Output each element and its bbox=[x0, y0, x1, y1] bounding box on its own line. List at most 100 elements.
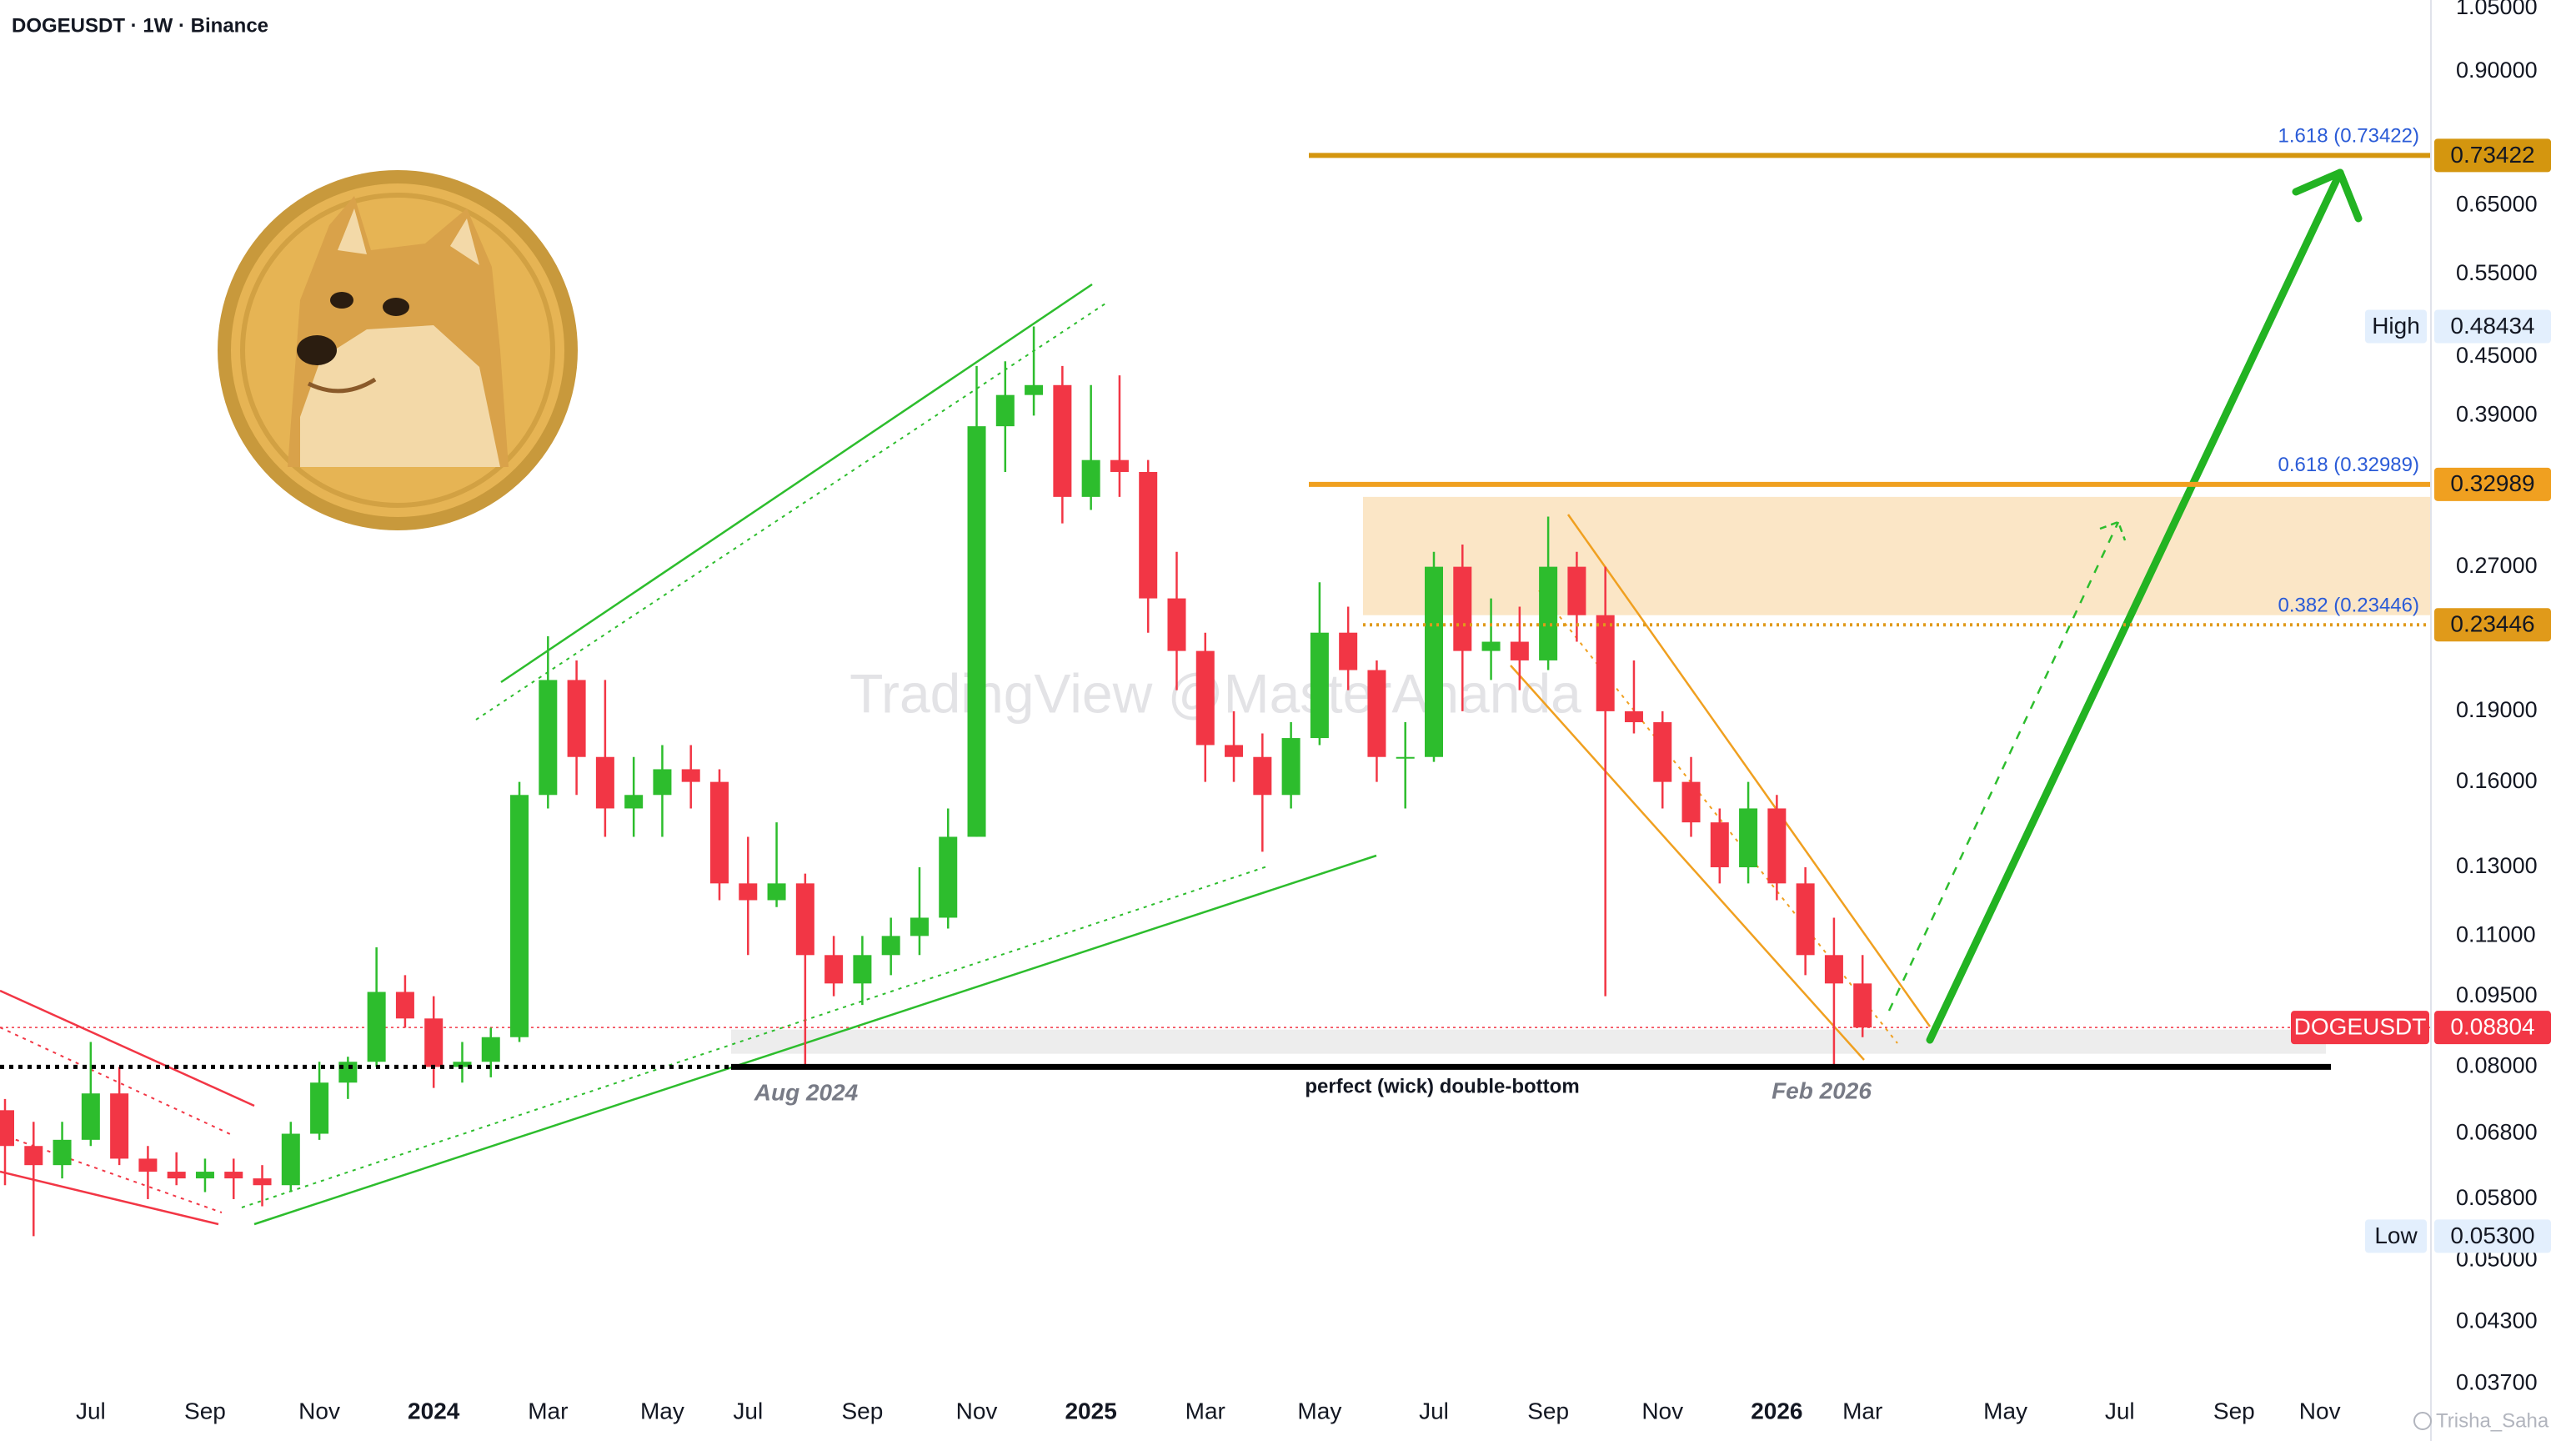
candle-body bbox=[0, 1110, 14, 1147]
candle-body bbox=[1767, 808, 1787, 884]
candle-body bbox=[1681, 781, 1701, 823]
candle-body bbox=[1339, 632, 1358, 670]
marker-name: Low bbox=[2374, 1223, 2418, 1248]
marker-value-box bbox=[2434, 1219, 2551, 1253]
price-tag: 0.23446 bbox=[2450, 611, 2534, 637]
candle-body bbox=[910, 917, 929, 936]
marker-value: 0.48434 bbox=[2450, 313, 2534, 339]
candle-body bbox=[424, 1018, 444, 1067]
y-tick-label: 0.45000 bbox=[2456, 343, 2538, 368]
marker-value-box bbox=[2434, 309, 2551, 344]
projection-arrow-head bbox=[2099, 520, 2127, 541]
y-tick-label: 0.65000 bbox=[2456, 192, 2538, 217]
candle-body bbox=[195, 1172, 214, 1179]
candle-body bbox=[1396, 756, 1415, 759]
y-tick-label: 0.39000 bbox=[2456, 401, 2538, 426]
candle-body bbox=[1624, 710, 1643, 723]
candle-body bbox=[1310, 632, 1329, 739]
zone bbox=[1363, 496, 2431, 615]
candle-body bbox=[1167, 598, 1186, 651]
candle-body bbox=[881, 936, 900, 956]
annotation: Aug 2024 bbox=[754, 1079, 859, 1105]
candle-body bbox=[853, 955, 872, 984]
symbol-tag: DOGEUSDT bbox=[2294, 1014, 2427, 1040]
candle-body bbox=[53, 1139, 72, 1166]
x-tick-label: Jul bbox=[2105, 1398, 2135, 1423]
price-tag-box bbox=[2434, 138, 2551, 173]
marker-name-box bbox=[2365, 1219, 2427, 1253]
candle-body bbox=[1510, 641, 1529, 660]
fib-label: 1.618 (0.73422) bbox=[2278, 125, 2419, 148]
x-tick-label: Mar bbox=[1842, 1398, 1882, 1423]
candle-body bbox=[681, 769, 700, 782]
x-tick-label: Sep bbox=[2213, 1398, 2255, 1423]
zone bbox=[731, 1029, 2326, 1054]
candle-body bbox=[1653, 722, 1672, 782]
dog-ear bbox=[338, 208, 367, 254]
y-tick-label: 0.08000 bbox=[2456, 1053, 2538, 1078]
x-tick-label: Sep bbox=[841, 1398, 883, 1423]
x-tick-label: Sep bbox=[184, 1398, 226, 1423]
y-tick-label: 0.13000 bbox=[2456, 853, 2538, 878]
price-tag: 0.32989 bbox=[2450, 470, 2534, 496]
dog-ear bbox=[450, 218, 479, 265]
x-tick-label: Jul bbox=[1419, 1398, 1449, 1423]
candle-body bbox=[824, 955, 844, 984]
candle-body bbox=[795, 883, 814, 956]
y-tick-label: 0.03700 bbox=[2456, 1370, 2538, 1395]
coin-ring bbox=[240, 193, 555, 508]
y-tick-label: 0.05800 bbox=[2456, 1185, 2538, 1210]
candle-body bbox=[81, 1093, 100, 1140]
front-layer: 1.618 (0.73422) 0.618 (0.32989) 0.382 (0.2… bbox=[0, 125, 2431, 1070]
candle-body bbox=[167, 1172, 186, 1179]
candle-body bbox=[1110, 459, 1129, 472]
channel-line bbox=[253, 854, 1377, 1226]
x-tick-label: Nov bbox=[1641, 1398, 1683, 1423]
dog-eye bbox=[383, 298, 409, 316]
credit-icon bbox=[2413, 1412, 2432, 1430]
trend-line bbox=[0, 989, 255, 1107]
candle-body bbox=[1481, 641, 1501, 651]
candle-body bbox=[224, 1172, 243, 1179]
candle-body bbox=[110, 1093, 129, 1159]
candle-body bbox=[24, 1146, 43, 1166]
y-tick-label: 0.16000 bbox=[2456, 768, 2538, 793]
candle-body bbox=[395, 992, 414, 1019]
credit: Trisha_Saha bbox=[2436, 1409, 2549, 1432]
arrow-head bbox=[2292, 168, 2363, 223]
marker-value: 0.05300 bbox=[2450, 1223, 2534, 1248]
candle-body bbox=[767, 883, 786, 901]
annotation: Feb 2026 bbox=[1772, 1077, 1872, 1103]
x-tick-label: Jul bbox=[733, 1398, 763, 1423]
candles bbox=[0, 326, 1872, 1237]
candle-body bbox=[1596, 615, 1615, 711]
candle-body bbox=[510, 795, 529, 1037]
trend-line bbox=[0, 1133, 223, 1213]
x-tick-label: May bbox=[1297, 1398, 1341, 1423]
candle-body bbox=[281, 1133, 300, 1186]
channel-line bbox=[1510, 665, 1865, 1061]
candle-body bbox=[1567, 566, 1586, 615]
x-tick-label: Sep bbox=[1527, 1398, 1569, 1423]
annotation: perfect (wick) double-bottom bbox=[1305, 1075, 1579, 1097]
candle-body bbox=[1081, 459, 1100, 497]
candle-body bbox=[1710, 822, 1729, 868]
candle-body bbox=[1539, 566, 1558, 660]
candle-body bbox=[481, 1037, 500, 1062]
x-tick-label: Mar bbox=[1185, 1398, 1225, 1423]
channel-line bbox=[500, 283, 1093, 684]
candle-body bbox=[253, 1178, 272, 1186]
candle-body bbox=[138, 1158, 158, 1172]
y-tick-label: 0.90000 bbox=[2456, 58, 2538, 83]
y-tick-label: 0.09500 bbox=[2456, 982, 2538, 1007]
target-arrow bbox=[1926, 168, 2363, 1044]
axes: 1.05000 0.90000 0.65000 0.55000 0.45000 0.390… bbox=[76, 0, 2551, 1423]
candle-body bbox=[567, 680, 586, 757]
candle-body bbox=[1739, 808, 1758, 868]
candle-body bbox=[1281, 738, 1301, 796]
candle-body bbox=[1853, 983, 1872, 1028]
channel-line bbox=[1566, 514, 1932, 1027]
watermark: TradingView @MasterAnanda bbox=[849, 662, 1581, 724]
trend-line bbox=[0, 1170, 219, 1226]
